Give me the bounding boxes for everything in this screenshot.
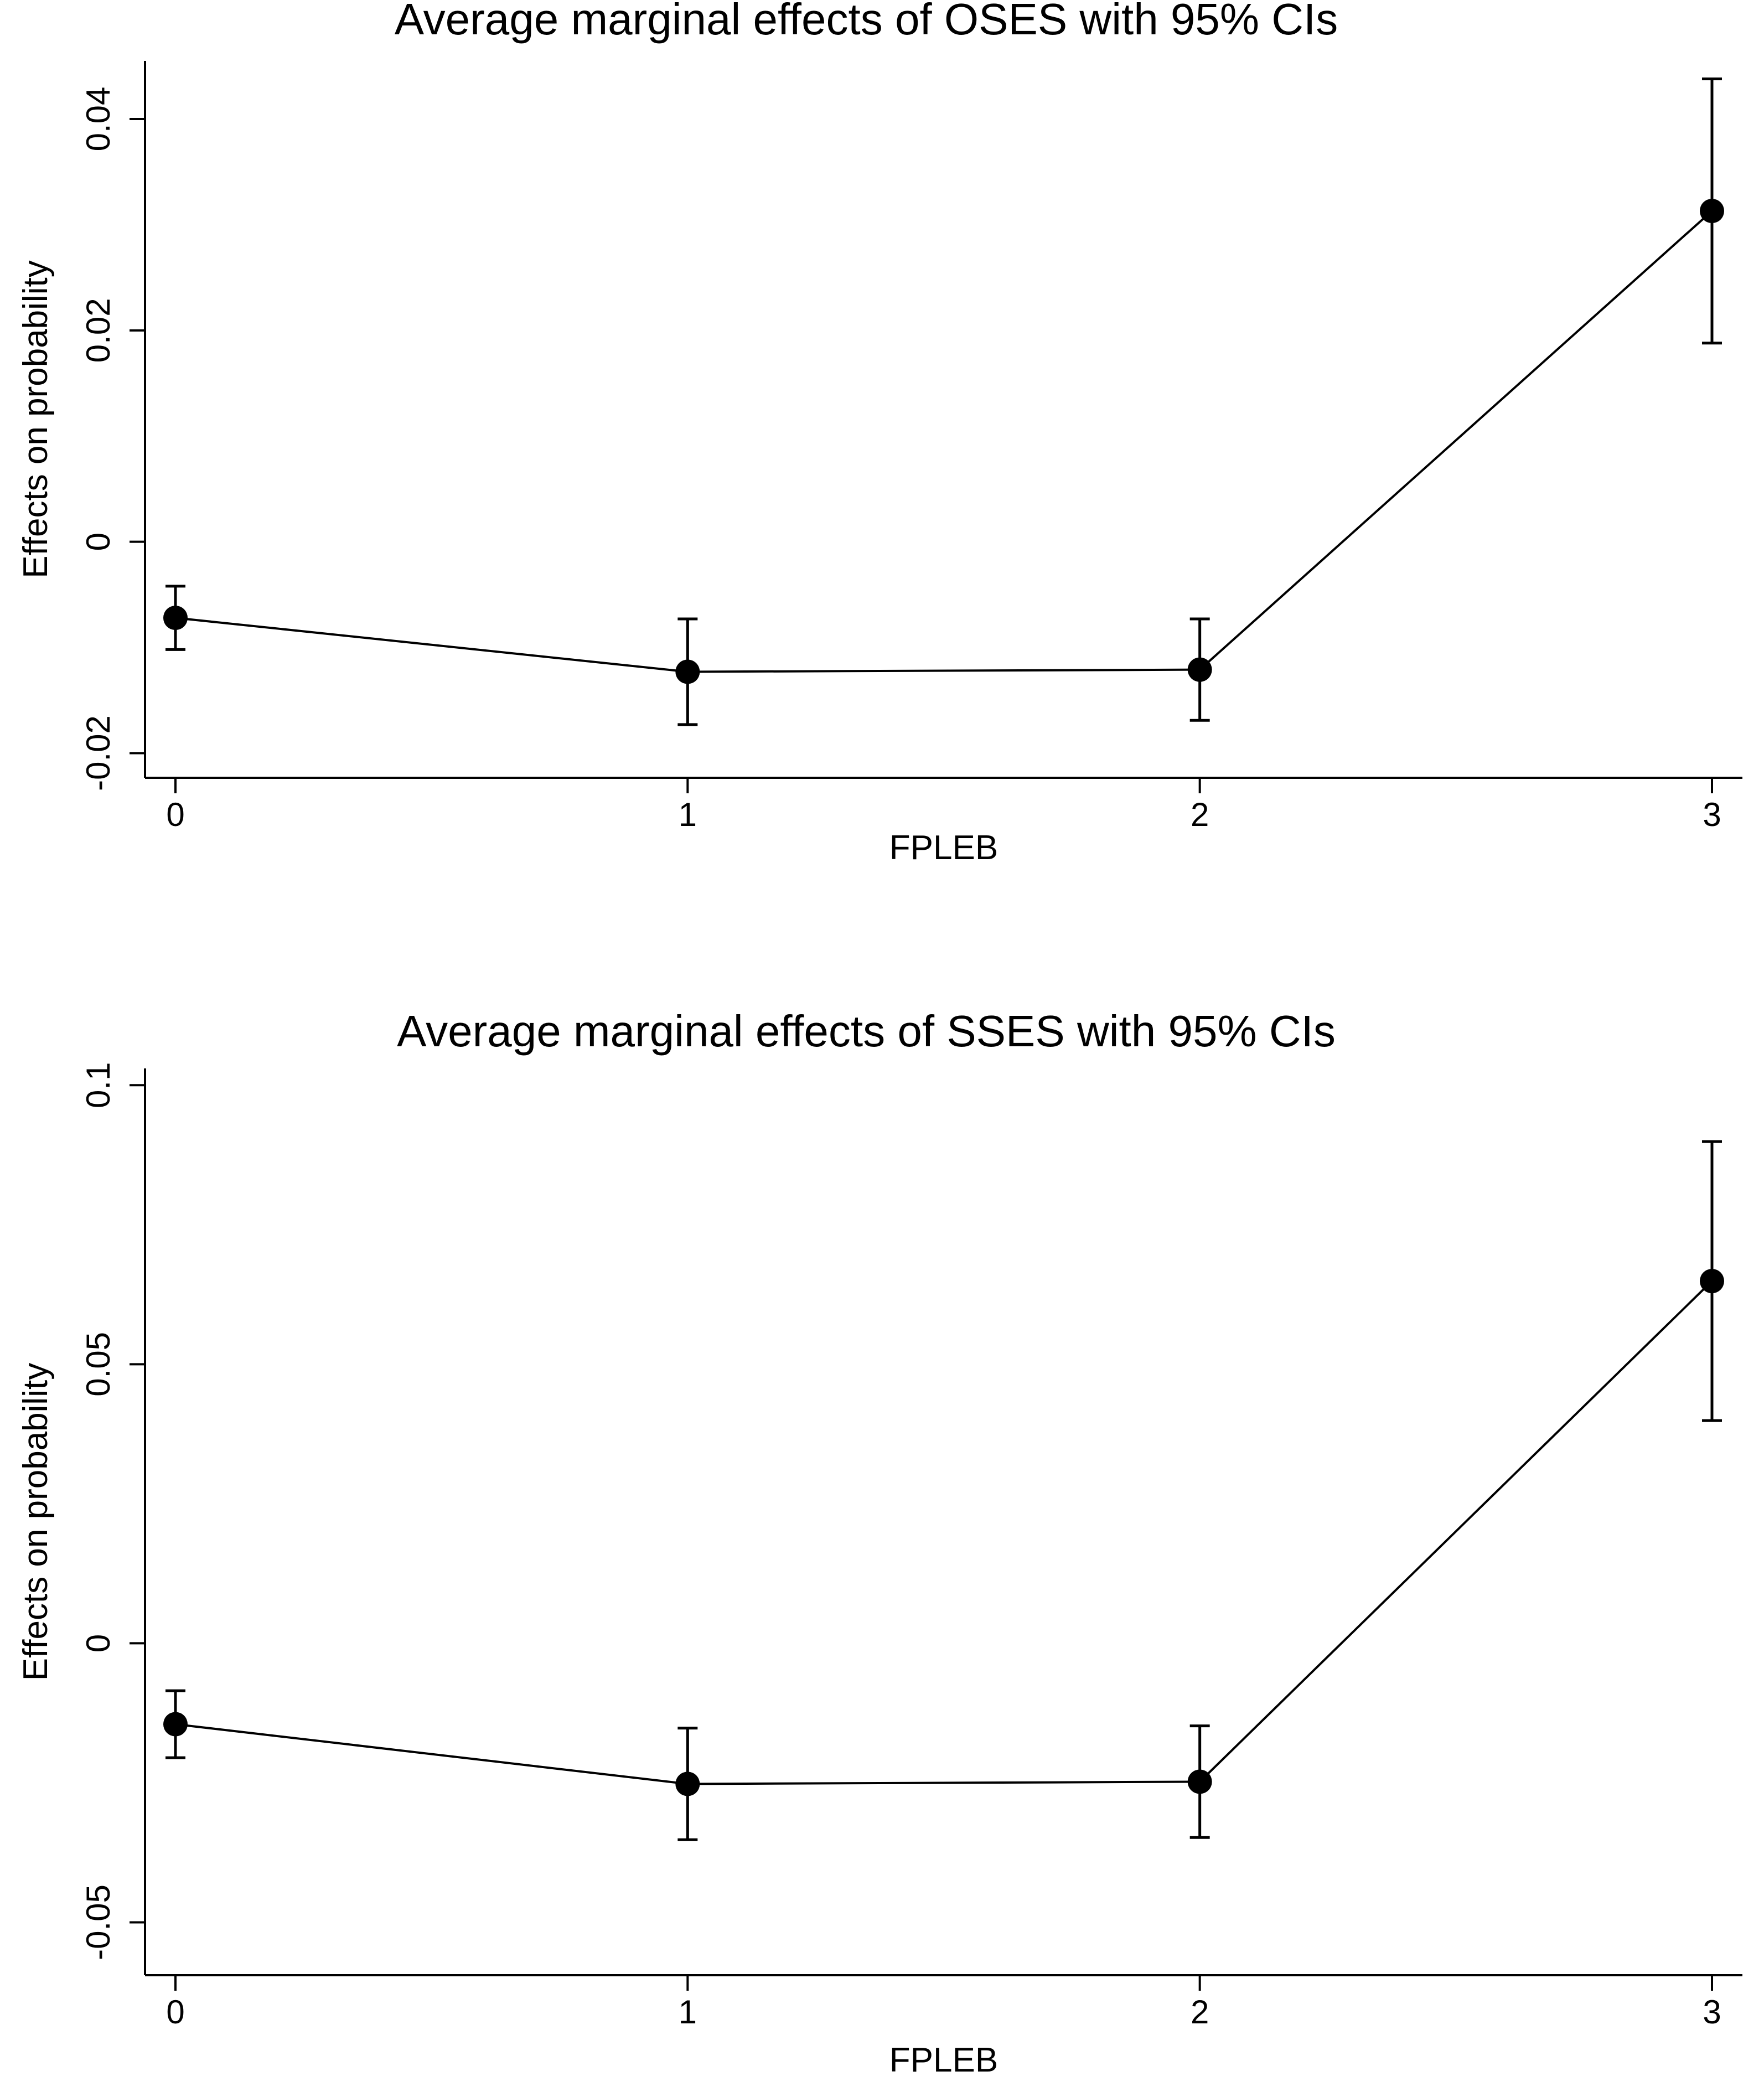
data-point bbox=[163, 606, 188, 631]
series-line bbox=[175, 1280, 1713, 1785]
x-tick-label: 3 bbox=[1703, 796, 1721, 833]
chart-panel-2: Average marginal effects of SSES with 95… bbox=[17, 1006, 1742, 2079]
y-tick-label: -0.02 bbox=[80, 715, 117, 791]
x-tick-label: 3 bbox=[1703, 1993, 1721, 2031]
y-tick-label: 0.04 bbox=[80, 87, 117, 152]
data-point bbox=[1187, 657, 1212, 682]
chart-title: Average marginal effects of OSES with 95… bbox=[395, 0, 1338, 44]
data-point bbox=[675, 659, 700, 684]
x-tick-label: 0 bbox=[166, 1993, 184, 2031]
chart-title: Average marginal effects of SSES with 95… bbox=[397, 1006, 1336, 1056]
y-tick-label: 0.05 bbox=[80, 1332, 117, 1397]
data-point bbox=[1700, 1269, 1724, 1294]
y-tick-label: 0.1 bbox=[80, 1062, 117, 1108]
y-axis-label: Effects on probability bbox=[17, 260, 55, 578]
y-tick-label: -0.05 bbox=[80, 1884, 117, 1960]
x-tick-label: 2 bbox=[1191, 796, 1209, 833]
data-point bbox=[1187, 1769, 1212, 1794]
y-tick-label: 0 bbox=[80, 533, 117, 551]
y-tick-label: 0.02 bbox=[80, 298, 117, 363]
x-axis-label: FPLEB bbox=[889, 829, 998, 867]
x-tick-label: 1 bbox=[679, 796, 697, 833]
y-tick-label: 0 bbox=[80, 1634, 117, 1652]
chart-panel-1: Average marginal effects of OSES with 95… bbox=[17, 0, 1742, 867]
x-tick-label: 2 bbox=[1191, 1993, 1209, 2031]
x-axis-label: FPLEB bbox=[889, 2041, 998, 2079]
data-point bbox=[675, 1771, 700, 1796]
series-line bbox=[175, 210, 1713, 673]
y-axis-label: Effects on probability bbox=[17, 1363, 55, 1681]
x-tick-label: 1 bbox=[679, 1993, 697, 2031]
data-point bbox=[163, 1712, 188, 1737]
x-tick-label: 0 bbox=[166, 796, 184, 833]
data-point bbox=[1700, 199, 1724, 224]
